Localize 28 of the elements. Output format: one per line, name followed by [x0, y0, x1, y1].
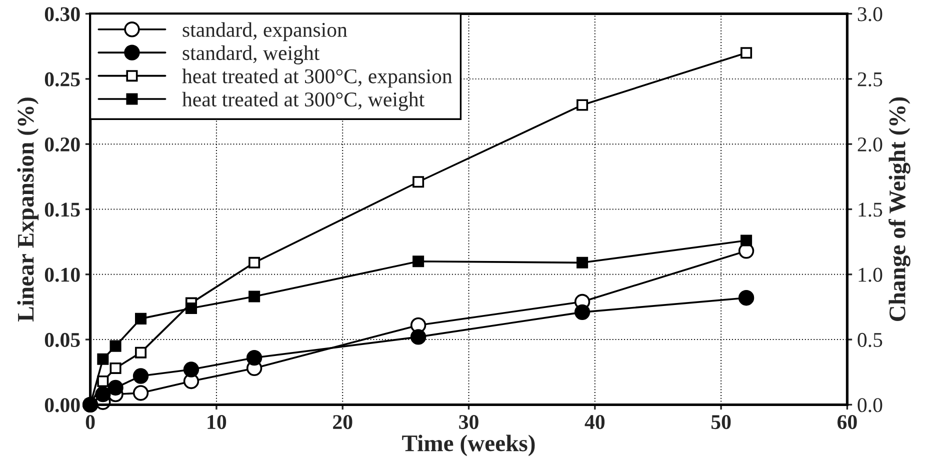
legend-label: standard, expansion — [182, 22, 348, 42]
y2-tick-label: 3.0 — [858, 7, 882, 22]
x-tick-label: 30 — [459, 415, 478, 430]
x-axis-title: Time (weeks) — [402, 434, 535, 456]
y-tick-label: 0.05 — [44, 332, 80, 348]
y-tick-label: 0.30 — [44, 7, 80, 22]
y-tick-label: 0.15 — [44, 202, 80, 217]
y2-tick-label: 2.0 — [858, 137, 882, 152]
x-tick-label: 20 — [333, 415, 352, 430]
x-tick-label: 10 — [208, 415, 226, 430]
y-tick-label: 0.25 — [44, 72, 80, 86]
y-tick-label: 0.20 — [44, 137, 80, 152]
legend-label: standard, weight — [182, 45, 320, 64]
x-tick-label: 0 — [86, 415, 95, 430]
y2-tick-label: 2.5 — [858, 72, 882, 86]
y2-tick-label: 0.0 — [858, 398, 882, 412]
y-axis-title: Linear Expansion (%) — [17, 98, 39, 322]
x-tick-label: 40 — [584, 415, 605, 430]
y2-tick-label: 1.0 — [858, 268, 882, 282]
legend-label: heat treated at 300°C, weight — [182, 92, 424, 111]
legend-label: heat treated at 300°C, expansion — [182, 68, 452, 88]
y2-axis-title: Change of Weight (%) — [888, 97, 910, 322]
y-tick-label: 0.10 — [44, 268, 80, 282]
x-tick-label: 60 — [838, 415, 857, 430]
y-tick-label: 0.00 — [44, 398, 80, 412]
x-tick-label: 50 — [711, 415, 731, 430]
y2-tick-label: 1.5 — [858, 202, 882, 217]
y2-tick-label: 0.5 — [858, 332, 882, 348]
